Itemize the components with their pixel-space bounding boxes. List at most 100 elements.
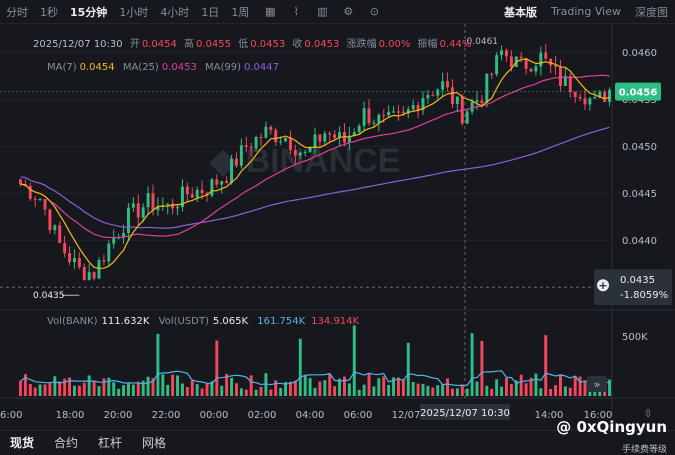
axis-scale-icon[interactable]: ⇳	[643, 407, 652, 420]
view-basic[interactable]: 基本版	[504, 5, 538, 19]
volume-bar	[126, 382, 130, 396]
timeframe-1w[interactable]: 1周	[231, 5, 250, 19]
layers-icon[interactable]: ⊙	[369, 5, 379, 18]
candle	[480, 100, 484, 103]
candle	[284, 137, 288, 142]
scroll-latest-button[interactable]	[587, 376, 607, 392]
volume-bar	[122, 385, 126, 396]
volume-bar	[392, 377, 396, 396]
x-tick-label: 16:00	[584, 410, 613, 421]
volume-bar	[141, 380, 145, 396]
candle	[131, 203, 135, 208]
volume-bar	[554, 385, 558, 396]
volume-bar	[215, 340, 219, 396]
candle	[97, 260, 101, 279]
volume-bar	[63, 378, 67, 396]
candle	[87, 272, 91, 280]
toolbar: 分时 1秒 15分钟 1小时 4小时 1日 1周 ▦ ⌇ ▥ ⚙ ⊙ 基本版 T…	[0, 0, 675, 24]
candle	[588, 98, 592, 105]
calendar-icon[interactable]: ▦	[265, 5, 276, 18]
candle	[338, 132, 342, 139]
x-tick-label: 06:00	[344, 410, 373, 421]
view-depth[interactable]: 深度图	[635, 5, 668, 19]
volume-bar	[372, 386, 376, 396]
candle	[598, 92, 602, 98]
volume-bar	[190, 380, 194, 396]
candle	[372, 122, 376, 124]
volume-bar	[588, 388, 592, 396]
chart-type-icon[interactable]: ▥	[317, 5, 328, 18]
candle	[171, 203, 175, 209]
candle	[490, 73, 494, 75]
candle	[323, 133, 327, 142]
candle	[396, 111, 400, 113]
volume-ma-line	[20, 370, 610, 387]
candle	[156, 206, 160, 211]
candle	[352, 132, 356, 136]
volume-bar	[450, 388, 454, 396]
volume-bar	[455, 388, 459, 396]
candle	[593, 97, 597, 99]
candle	[436, 89, 440, 96]
candle	[190, 194, 194, 198]
volume-bar	[519, 374, 523, 396]
timeframe-1h[interactable]: 1小时	[119, 5, 149, 19]
add-alert-icon[interactable]	[597, 279, 609, 292]
view-tradingview[interactable]: Trading View	[551, 5, 621, 18]
tab-futures[interactable]: 合约	[54, 436, 79, 450]
price-chart[interactable]: ◆ BINANCE 0.04600.04550.04500.04450.0440…	[0, 24, 675, 430]
volume-bar	[421, 383, 425, 396]
volume-bar	[48, 383, 52, 396]
timeframe-tick[interactable]: 分时	[6, 5, 28, 19]
volume-bar	[583, 380, 587, 396]
candle	[269, 126, 273, 131]
tab-spot[interactable]: 现货	[10, 436, 35, 450]
candle	[318, 134, 322, 142]
x-tick-label: 18:00	[56, 410, 85, 421]
candle	[465, 111, 469, 124]
volume-bar	[166, 384, 170, 396]
volume-bar	[225, 374, 229, 396]
timeframe-1d[interactable]: 1日	[201, 5, 220, 19]
x-tick-label: 12/07	[392, 410, 421, 421]
crosshair-price-box	[594, 269, 672, 306]
candle	[77, 258, 81, 268]
last-price-label: 0.0456	[619, 88, 658, 99]
volume-bar	[220, 385, 224, 396]
candle	[48, 209, 52, 231]
indicator-icon[interactable]: ⌇	[293, 5, 299, 18]
volume-bar	[288, 381, 292, 396]
candle	[288, 137, 292, 150]
volume-bar	[234, 383, 238, 396]
fee-level-link[interactable]: 手续费等级	[621, 445, 667, 455]
tab-margin[interactable]: 杠杆	[98, 436, 123, 450]
candle	[38, 199, 42, 201]
volume-bar	[524, 383, 528, 396]
crosshair-price-label: 0.0435	[620, 275, 655, 286]
candle	[146, 193, 150, 208]
volume-bar	[185, 387, 189, 396]
volume-bar	[18, 381, 22, 396]
crosshair-time-box	[420, 404, 510, 420]
volume-bar	[200, 388, 204, 396]
tab-grid[interactable]: 网格	[142, 436, 167, 450]
volume-bar	[156, 333, 160, 396]
timeframe-4h[interactable]: 4小时	[160, 5, 190, 19]
candle	[554, 65, 558, 67]
volume-bar	[495, 379, 499, 396]
volume-bar	[131, 384, 135, 396]
timeframe-15m[interactable]: 15分钟	[70, 5, 108, 19]
volume-bar	[313, 387, 317, 396]
candle	[308, 146, 312, 152]
crosshair-time-label: 2025/12/07 10:30	[420, 408, 510, 419]
timeframe-1s[interactable]: 1秒	[40, 5, 58, 19]
volume-bar	[382, 376, 386, 396]
settings-icon[interactable]: ⚙	[343, 5, 354, 18]
volume-bar	[401, 379, 405, 396]
volume-bar	[269, 389, 273, 396]
volume-bar	[92, 381, 96, 396]
volume-bar	[338, 378, 342, 396]
candle	[347, 135, 351, 143]
candle	[333, 134, 337, 139]
candle	[441, 81, 445, 90]
